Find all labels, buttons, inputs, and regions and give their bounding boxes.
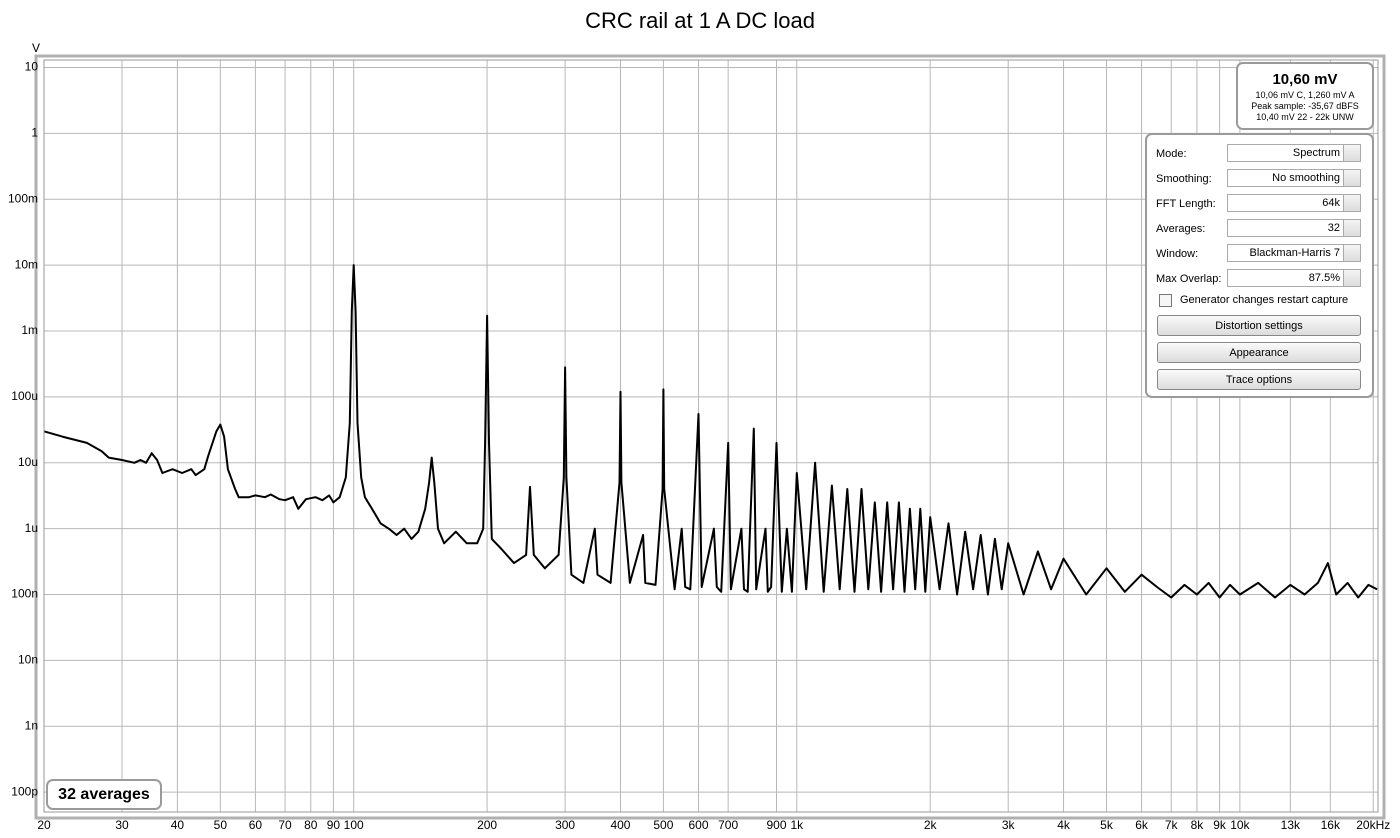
panel-button[interactable]: Appearance <box>1157 342 1361 363</box>
settings-panel: Mode: Spectrum Smoothing: No smoothing FFT L… <box>1145 133 1374 398</box>
x-tick-label: 5k <box>1100 818 1114 832</box>
setting-dropdown[interactable]: Blackman-Harris 7 <box>1227 244 1361 262</box>
setting-dropdown[interactable]: No smoothing <box>1227 169 1361 187</box>
setting-dropdown[interactable]: 64k <box>1227 194 1361 212</box>
setting-label: Max Overlap: <box>1156 273 1222 285</box>
y-tick-label: 100m <box>8 191 38 205</box>
setting-label: Smoothing: <box>1156 173 1212 185</box>
setting-dropdown[interactable]: 32 <box>1227 219 1361 237</box>
readout: 10,60 mV 10,06 mV C, 1,260 mV A Peak sam… <box>1236 62 1374 130</box>
setting-row: FFT Length: 64k <box>1156 194 1366 214</box>
x-tick-label: 400 <box>610 818 630 832</box>
spectrum-line <box>43 264 1378 599</box>
setting-row: Averages: 32 <box>1156 219 1366 239</box>
x-tick-label: 9k <box>1213 818 1227 832</box>
readout-line: Peak sample: -35,67 dBFS <box>1251 101 1359 111</box>
x-tick-label: 6k <box>1135 818 1149 832</box>
x-tick-label: 90 <box>327 818 341 832</box>
panel-button[interactable]: Trace options <box>1157 369 1361 390</box>
y-tick-label: 10u <box>18 455 38 469</box>
x-tick-label: 70 <box>278 818 292 832</box>
x-tick-label: 20kHz <box>1356 818 1390 832</box>
setting-dropdown[interactable]: 87.5% <box>1227 269 1361 287</box>
y-tick-label: 10m <box>15 257 38 271</box>
x-tick-label: 60 <box>249 818 263 832</box>
y-tick-label: 1 <box>31 126 38 140</box>
y-tick-label: 100p <box>11 784 38 798</box>
x-tick-label: 7k <box>1165 818 1179 832</box>
y-tick-label: 100u <box>11 389 38 403</box>
readout-line: 10,06 mV C, 1,260 mV A <box>1255 90 1355 100</box>
x-tick-label: 600 <box>688 818 708 832</box>
x-tick-label: 100 <box>344 818 364 832</box>
chart-title: CRC rail at 1 A DC load <box>585 8 815 33</box>
x-tick-label: 8k <box>1191 818 1205 832</box>
setting-row: Max Overlap: 87.5% <box>1156 269 1366 289</box>
x-tick-label: 700 <box>718 818 738 832</box>
x-tick-label: 200 <box>477 818 497 832</box>
x-tick-label: 900 <box>766 818 786 832</box>
x-tick-label: 10k <box>1230 818 1250 832</box>
x-tick-label: 1k <box>790 818 804 832</box>
y-tick-label: 10n <box>18 653 38 667</box>
x-tick-label: 2k <box>924 818 938 832</box>
averages-badge: 32 averages <box>46 779 162 810</box>
setting-row: Window: Blackman-Harris 7 <box>1156 244 1366 264</box>
y-tick-label: 10 <box>25 60 39 74</box>
x-tick-label: 16k <box>1321 818 1341 832</box>
y-tick-label: 100n <box>11 587 38 601</box>
x-tick-label: 300 <box>555 818 575 832</box>
setting-row: Mode: Spectrum <box>1156 144 1366 164</box>
readout-main: 10,60 mV <box>1272 71 1338 88</box>
trace-layer <box>43 264 1378 599</box>
x-tick-label: 80 <box>304 818 318 832</box>
setting-row: Smoothing: No smoothing <box>1156 169 1366 189</box>
x-tick-label: 20 <box>37 818 51 832</box>
x-tick-label: 50 <box>214 818 228 832</box>
setting-label: Averages: <box>1156 223 1206 235</box>
setting-label: Mode: <box>1156 148 1187 160</box>
checkbox-label: Generator changes restart capture <box>1180 294 1349 307</box>
y-tick-label: 1m <box>21 323 38 337</box>
y-tick-label: 1u <box>25 521 38 535</box>
x-tick-label: 30 <box>115 818 129 832</box>
checkbox[interactable] <box>1159 294 1172 307</box>
panel-button[interactable]: Distortion settings <box>1157 315 1361 336</box>
x-tick-label: 4k <box>1057 818 1071 832</box>
x-tick-label: 13k <box>1281 818 1301 832</box>
setting-label: FFT Length: <box>1156 198 1216 210</box>
setting-dropdown[interactable]: Spectrum <box>1227 144 1361 162</box>
x-tick-label: 40 <box>171 818 185 832</box>
readout-line: 10,40 mV 22 - 22k UNW <box>1256 112 1354 122</box>
x-tick-label: 500 <box>653 818 673 832</box>
setting-label: Window: <box>1156 248 1199 260</box>
y-unit: V <box>32 41 40 55</box>
x-tick-label: 3k <box>1002 818 1016 832</box>
checkbox-row[interactable]: Generator changes restart capture <box>1159 294 1348 307</box>
y-tick-label: 1n <box>25 718 38 732</box>
plot-border <box>43 59 1379 813</box>
